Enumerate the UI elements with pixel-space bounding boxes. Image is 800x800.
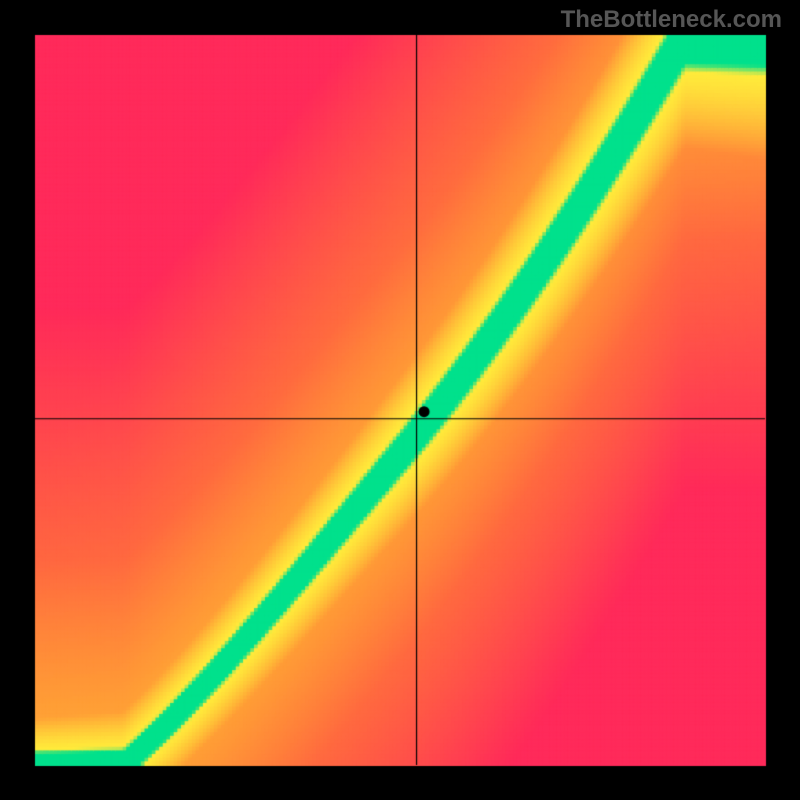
heatmap-canvas xyxy=(0,0,800,800)
watermark-text: TheBottleneck.com xyxy=(561,6,782,34)
chart-container: TheBottleneck.com xyxy=(0,0,800,800)
